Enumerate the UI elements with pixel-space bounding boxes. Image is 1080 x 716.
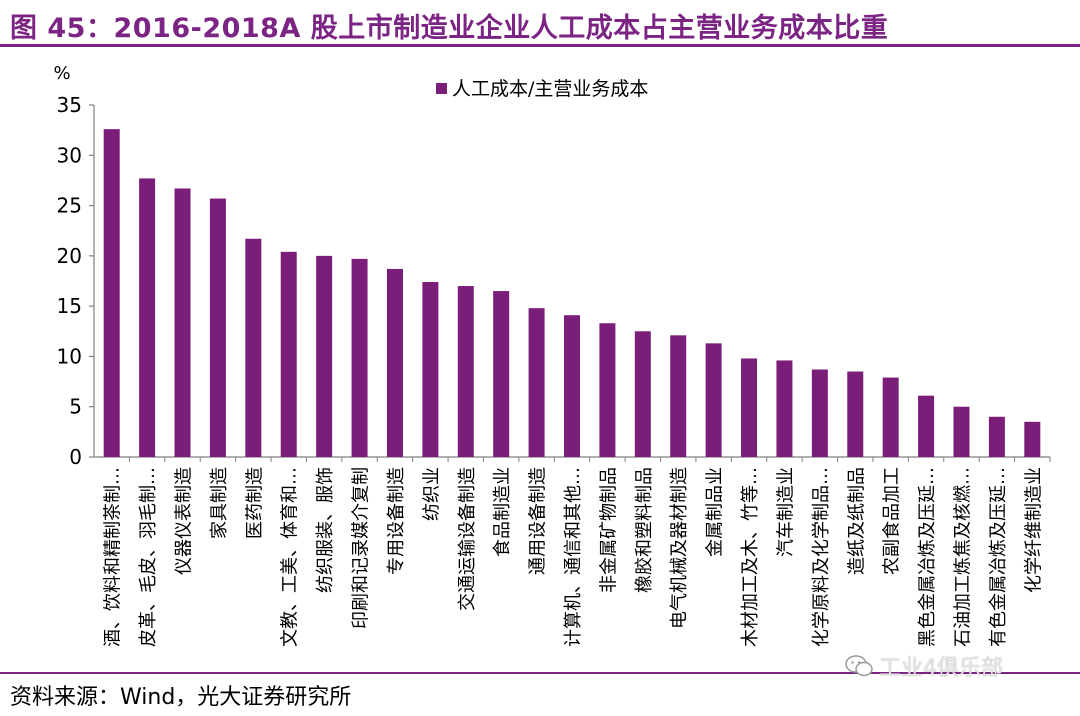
bar bbox=[988, 416, 1005, 457]
y-unit-label: % bbox=[53, 63, 70, 84]
category-label: 木材加工及木、竹等… bbox=[740, 467, 761, 647]
bar bbox=[139, 178, 156, 457]
category-label: 有色金属冶炼及压延… bbox=[988, 467, 1009, 647]
category-label: 纺织服装、服饰 bbox=[315, 467, 336, 593]
bar bbox=[386, 268, 403, 457]
x-axis bbox=[94, 456, 1051, 462]
bottom-rule bbox=[0, 672, 1080, 674]
bar bbox=[705, 343, 722, 457]
category-label: 化学原料及化学制品… bbox=[811, 467, 832, 647]
category-label: 仪器仪表制造 bbox=[174, 467, 195, 575]
bar bbox=[245, 238, 262, 457]
watermark-text: 工业4俱乐部 bbox=[879, 656, 1003, 681]
bar bbox=[174, 188, 191, 457]
bar bbox=[741, 358, 758, 457]
bar bbox=[528, 308, 545, 457]
category-label: 汽车制造业 bbox=[775, 467, 796, 557]
legend-label: 人工成本/主营业务成本 bbox=[452, 78, 648, 100]
bar bbox=[351, 258, 368, 457]
category-label: 纺织业 bbox=[421, 467, 442, 521]
category-label: 通用设备制造 bbox=[528, 467, 549, 575]
bar bbox=[953, 406, 970, 457]
bar bbox=[457, 286, 474, 457]
legend: 人工成本/主营业务成本 bbox=[436, 78, 648, 100]
category-label: 造纸及纸制品 bbox=[846, 467, 867, 575]
y-tick-label: 25 bbox=[57, 194, 82, 218]
bar bbox=[599, 323, 616, 457]
y-tick-label: 5 bbox=[69, 395, 82, 419]
bar-series bbox=[103, 129, 1041, 457]
y-tick-label: 35 bbox=[57, 93, 82, 117]
watermark: 工业4俱乐部 bbox=[845, 650, 1003, 682]
y-axis: 0 5 10 15 20 25 30 35% bbox=[53, 63, 95, 469]
bar bbox=[422, 282, 439, 457]
source-note: 资料来源：Wind，光大证券研究所 bbox=[10, 685, 352, 710]
y-tick-label: 20 bbox=[57, 244, 82, 268]
bar bbox=[670, 335, 687, 457]
bar bbox=[564, 315, 580, 457]
wechat-icon bbox=[845, 655, 873, 677]
category-label: 金属制品业 bbox=[705, 467, 726, 557]
bar bbox=[493, 291, 510, 457]
category-label: 农副食品加工 bbox=[882, 467, 903, 575]
category-label: 石油加工炼焦及核燃… bbox=[952, 467, 973, 647]
bar bbox=[280, 251, 297, 457]
bar bbox=[776, 360, 793, 457]
y-tick-label: 10 bbox=[57, 344, 82, 368]
category-labels: 酒、饮料和精制茶制… 皮革、毛皮、羽毛制… 仪器仪表制造 家具制造 医药制造 文教、工美、… bbox=[103, 467, 1045, 647]
bar bbox=[882, 377, 899, 457]
category-label: 医药制造 bbox=[244, 467, 265, 539]
category-label: 酒、饮料和精制茶制… bbox=[103, 467, 124, 647]
category-label: 家具制造 bbox=[209, 467, 230, 539]
y-tick-label: 15 bbox=[57, 294, 82, 318]
title-bar: 图 45：2016-2018A 股上市制造业企业人工成本占主营业务成本比重 bbox=[0, 0, 1080, 52]
bar bbox=[811, 369, 828, 457]
bar bbox=[634, 331, 651, 457]
bar bbox=[847, 371, 864, 457]
legend-swatch bbox=[436, 83, 447, 94]
bar bbox=[316, 255, 333, 457]
category-label: 电气机械及器材制造 bbox=[669, 467, 690, 629]
bar bbox=[1024, 421, 1041, 457]
category-label: 皮革、毛皮、羽毛制… bbox=[138, 467, 159, 647]
category-label: 交通运输设备制造 bbox=[457, 467, 478, 611]
category-label: 食品制造业 bbox=[492, 467, 513, 557]
title-rule bbox=[0, 44, 1080, 47]
bar bbox=[103, 129, 120, 457]
category-label: 橡胶和塑料制品 bbox=[634, 467, 655, 593]
category-label: 文教、工美、体育和… bbox=[280, 467, 301, 647]
category-label: 计算机、通信和其他… bbox=[563, 467, 584, 647]
bar-chart: 0 5 10 15 20 25 30 35% 酒、饮料和精制茶制… 皮革、毛皮、羽毛制… 仪器仪表… bbox=[53, 63, 1051, 647]
bar bbox=[918, 395, 935, 457]
figure-title: 图 45：2016-2018A 股上市制造业企业人工成本占主营业务成本比重 bbox=[10, 13, 889, 44]
y-tick-label: 0 bbox=[69, 445, 82, 469]
category-label: 黑色金属冶炼及压延… bbox=[917, 467, 938, 647]
category-label: 化学纤维制造业 bbox=[1023, 467, 1044, 593]
y-tick-label: 30 bbox=[57, 143, 82, 167]
category-label: 专用设备制造 bbox=[386, 467, 407, 575]
category-label: 非金属矿物制品 bbox=[598, 467, 619, 593]
category-label: 印刷和记录媒介复制 bbox=[351, 467, 372, 629]
bar bbox=[209, 198, 226, 457]
